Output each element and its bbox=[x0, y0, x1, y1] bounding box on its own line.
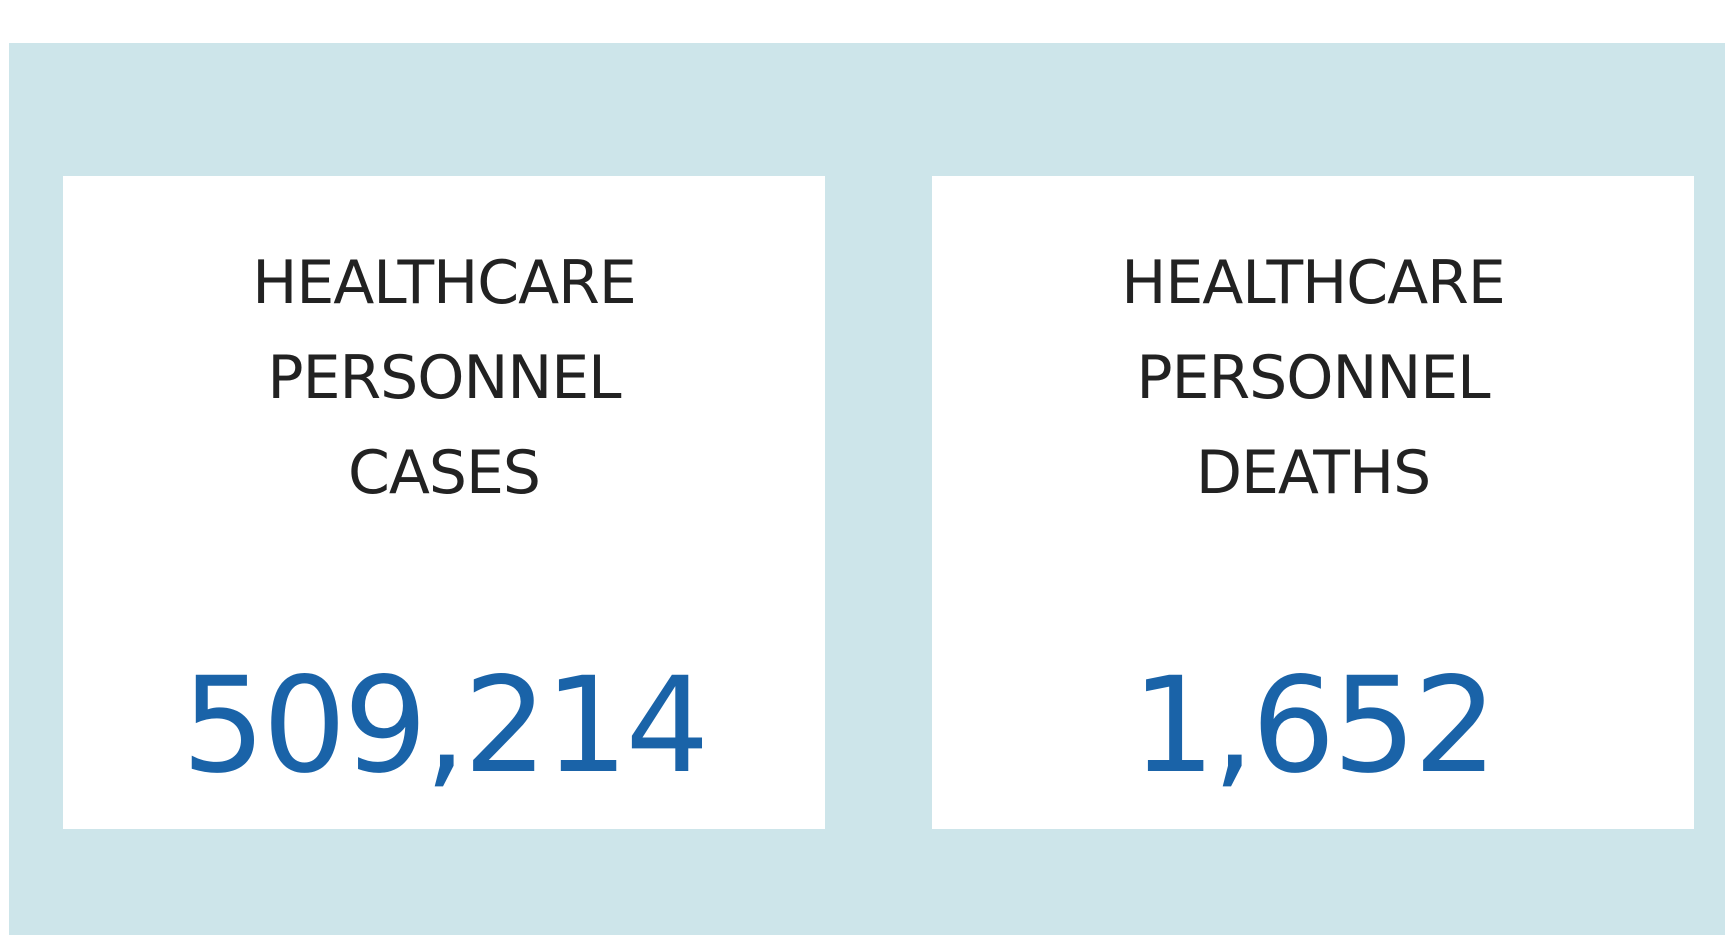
stat-card: HEALTHCARE PERSONNEL CASES 509,214 bbox=[63, 176, 825, 829]
card-title: HEALTHCARE PERSONNEL DEATHS bbox=[1121, 248, 1506, 508]
card-value: 509,214 bbox=[181, 649, 710, 803]
stat-card: HEALTHCARE PERSONNEL DEATHS 1,652 bbox=[932, 176, 1694, 829]
card-value: 1,652 bbox=[1131, 649, 1498, 803]
card-title: HEALTHCARE PERSONNEL CASES bbox=[252, 248, 637, 508]
summary-panel: HEALTHCARE PERSONNEL CASES 509,214 HEALT… bbox=[9, 43, 1725, 935]
